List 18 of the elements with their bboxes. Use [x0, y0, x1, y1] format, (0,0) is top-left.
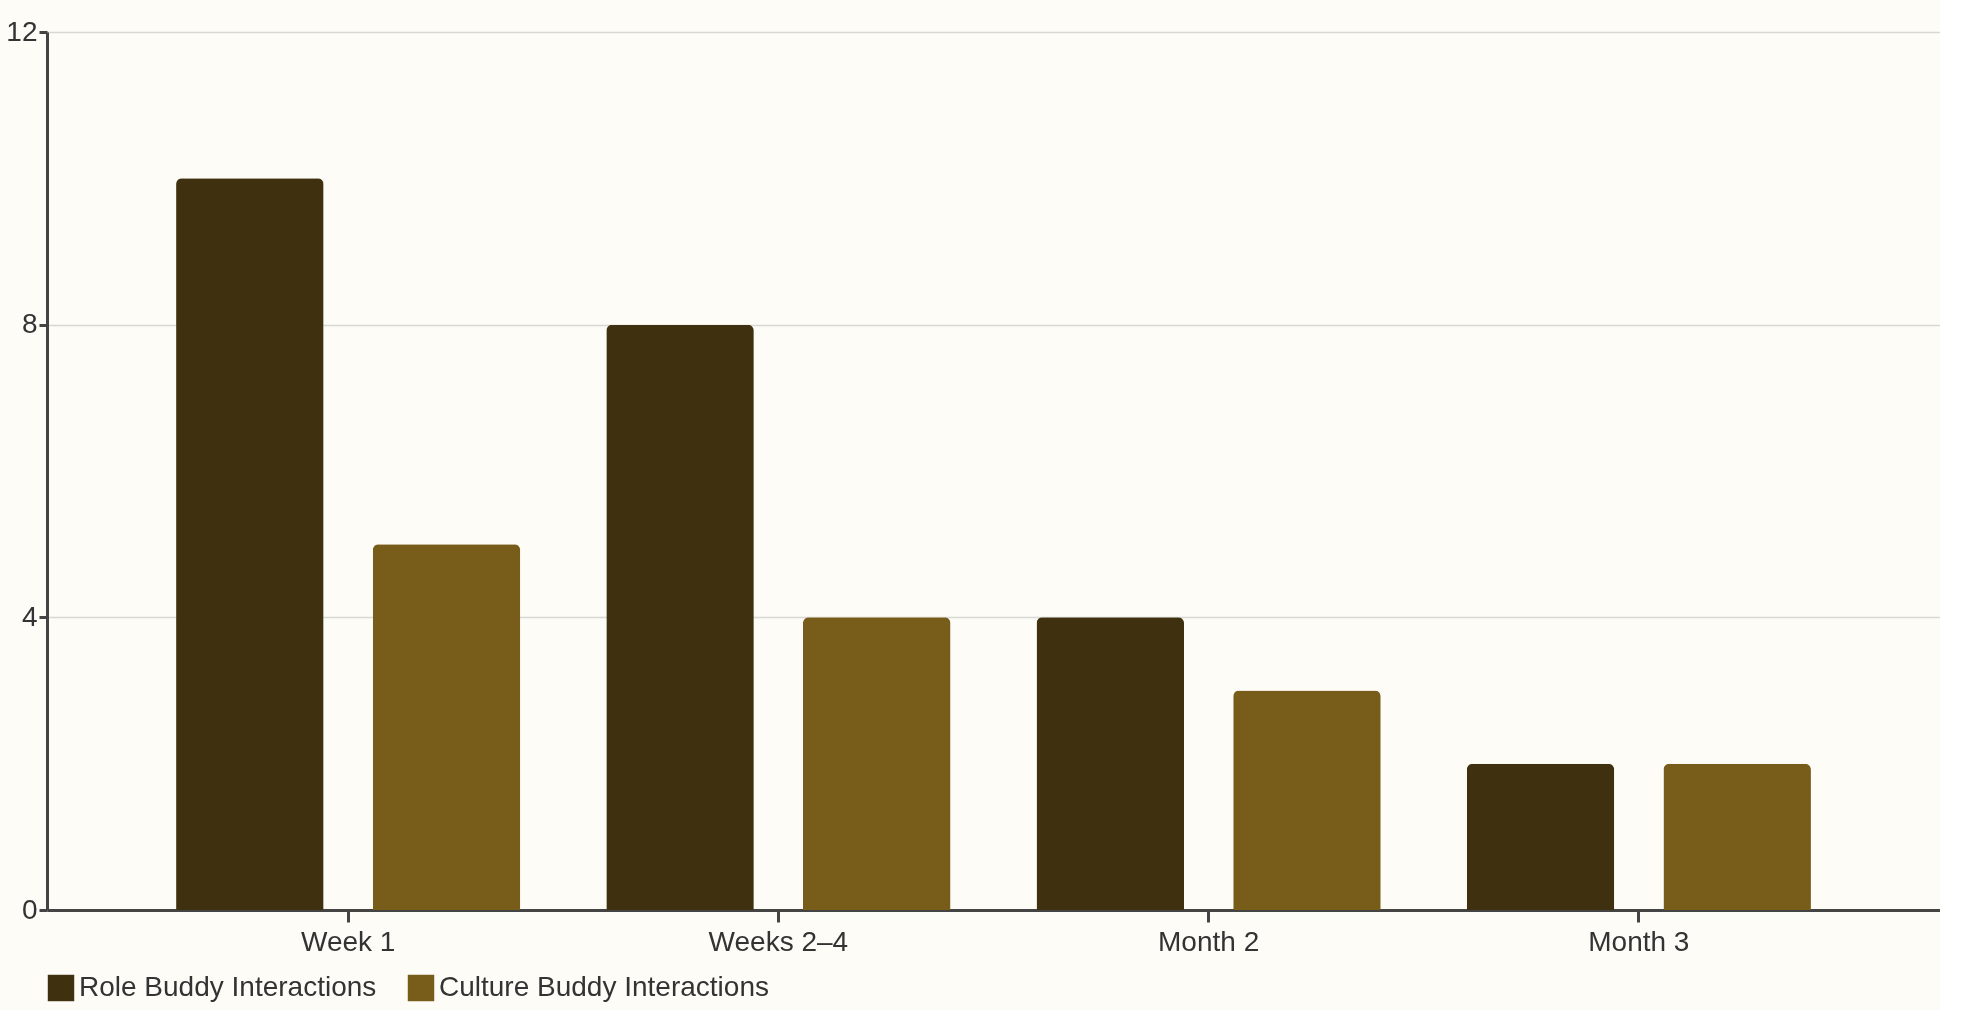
- legend-label: Role Buddy Interactions: [79, 971, 377, 1002]
- x-tick-label: Month 3: [1588, 925, 1690, 957]
- bar: [1663, 763, 1811, 910]
- bar: [1036, 617, 1185, 910]
- bar: [176, 178, 324, 910]
- x-tick-label: Month 2: [1158, 925, 1260, 957]
- y-tick-label: 12: [6, 15, 38, 47]
- bar: [1233, 690, 1381, 910]
- x-tick-label: Week 1: [300, 925, 396, 957]
- y-tick-label: 4: [21, 600, 38, 632]
- bar: [1466, 763, 1615, 910]
- bar: [372, 544, 521, 910]
- bar: [802, 617, 951, 910]
- y-tick-label: 8: [21, 308, 38, 340]
- x-tick-label: Weeks 2–4: [708, 925, 849, 957]
- legend-label: Culture Buddy Interactions: [439, 971, 769, 1002]
- y-tick-label: 0: [21, 893, 38, 925]
- bar: [606, 324, 754, 910]
